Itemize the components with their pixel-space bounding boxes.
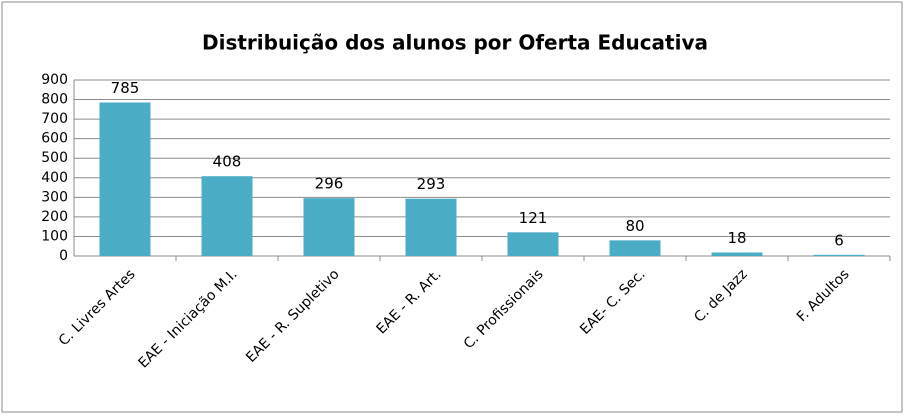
y-tick-label: 600 [41,131,68,147]
data-label: 6 [834,231,844,249]
bar [711,252,763,256]
y-tick-label: 100 [41,228,68,244]
y-tick-label: 500 [41,150,68,166]
data-label: 408 [213,153,242,171]
chart-title: Distribuição dos alunos por Oferta Educa… [202,31,708,55]
bar [201,176,253,256]
bar [99,102,151,256]
data-label: 18 [727,229,746,247]
data-label: 293 [417,175,446,193]
y-tick-label: 700 [41,111,68,127]
data-label: 296 [315,175,344,193]
y-tick-label: 300 [41,189,68,205]
bar [405,198,457,256]
bar [813,254,865,256]
y-tick-label: 0 [59,248,68,264]
bar [609,240,661,256]
y-tick-label: 400 [41,170,68,186]
y-tick-label: 200 [41,209,68,225]
data-label: 80 [625,217,644,235]
y-tick-label: 800 [41,92,68,108]
y-tick-label: 900 [41,72,68,88]
data-label: 121 [519,209,548,227]
bar [303,198,355,256]
data-label: 785 [111,79,140,97]
bar [507,232,559,256]
